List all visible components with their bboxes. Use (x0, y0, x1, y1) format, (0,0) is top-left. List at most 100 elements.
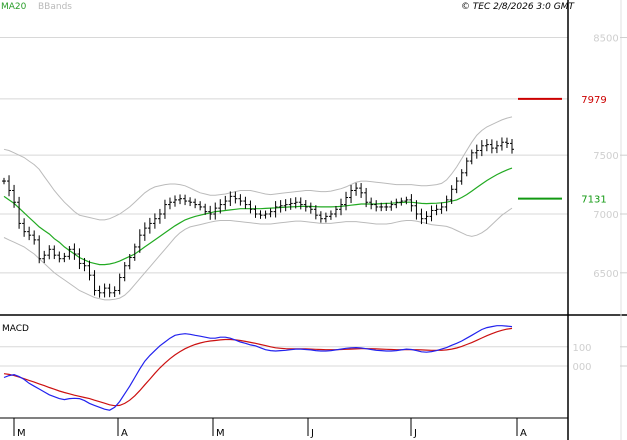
price-bar (253, 205, 258, 218)
price-bar (389, 200, 394, 211)
price-bar (338, 198, 343, 216)
price-bar (499, 137, 504, 151)
price-bar (313, 205, 318, 220)
price-bar (152, 213, 157, 229)
price-bar (22, 218, 27, 237)
price-bar (162, 199, 167, 219)
price-bar (308, 202, 313, 214)
price-bar (374, 200, 379, 212)
price-bar (283, 199, 288, 212)
bb-upper-line (3, 116, 513, 221)
price-bar (298, 197, 303, 210)
price-bar (399, 197, 404, 206)
price-bar (142, 222, 147, 241)
y-tick-label: 6500 (593, 269, 618, 280)
price-bar (328, 210, 333, 220)
level-label: 7131 (581, 195, 606, 206)
macd-line (3, 325, 513, 411)
price-bar (203, 203, 208, 215)
price-bar (318, 211, 323, 223)
price-bar (57, 251, 62, 263)
price-bar (494, 140, 499, 154)
price-bar (464, 157, 469, 177)
price-bar (349, 184, 354, 204)
macd-tick-label: 000 (572, 362, 591, 373)
price-bar (208, 205, 213, 220)
price-bar (52, 245, 57, 260)
macd-tick-label: 100 (572, 343, 591, 354)
price-bar (137, 229, 142, 253)
price-bar (394, 198, 399, 209)
price-bar (288, 198, 293, 210)
level-label: 7979 (581, 95, 606, 106)
price-bar (278, 200, 283, 213)
price-bar (42, 250, 47, 264)
price-bar (474, 144, 479, 159)
price-bar (419, 208, 424, 225)
price-bar (72, 243, 77, 260)
price-bar (188, 197, 193, 207)
price-bar (384, 202, 389, 211)
macd-panel (3, 325, 513, 411)
price-bar (12, 184, 17, 208)
price-bar (359, 183, 364, 198)
price-bar (379, 202, 384, 212)
legend-bbands: BBands (38, 2, 72, 12)
bollinger-bands (3, 116, 513, 301)
price-bar (454, 177, 459, 194)
price-bar (424, 211, 429, 224)
price-bar (183, 194, 188, 206)
y-tick-label: 7500 (593, 151, 618, 162)
ma20-path (3, 167, 513, 266)
macd-label: MACD (2, 324, 29, 334)
price-bar (147, 217, 152, 234)
price-bar (218, 199, 223, 214)
price-bar (510, 139, 514, 154)
price-bar (414, 200, 419, 220)
price-bar (404, 196, 409, 205)
price-grid (0, 37, 568, 367)
price-bar (27, 226, 32, 241)
price-bar (469, 149, 474, 165)
price-bar (193, 198, 198, 209)
price-bar (489, 139, 494, 154)
price-bar (233, 191, 238, 204)
price-bar (364, 187, 369, 208)
price-bar (77, 248, 82, 270)
price-bar (37, 235, 42, 264)
price-bar (87, 260, 92, 281)
price-bar (228, 191, 233, 206)
price-bar (7, 175, 12, 197)
price-bar (258, 210, 263, 219)
price-bar (323, 212, 328, 223)
x-tick-label: M (17, 428, 26, 439)
price-bar (369, 197, 374, 210)
price-bar (479, 140, 484, 157)
price-bar (127, 254, 132, 270)
price-bar (157, 208, 162, 224)
bb-lower-line (3, 207, 513, 301)
price-bar (293, 197, 298, 209)
price-bar (213, 202, 218, 220)
price-bar (459, 169, 464, 185)
price-bar (449, 185, 454, 204)
price-bar (167, 197, 172, 210)
ma20-line (3, 167, 513, 266)
x-tick-label: A (520, 428, 527, 439)
price-bar (344, 191, 349, 211)
price-bar (248, 200, 253, 214)
x-tick-label: A (121, 428, 128, 439)
price-bar (132, 243, 137, 261)
price-levels: 7979 7131 (518, 95, 607, 206)
price-bar (112, 286, 117, 297)
price-bar (67, 246, 72, 260)
price-bar (354, 182, 359, 196)
price-bar (429, 205, 434, 222)
price-bar (122, 262, 127, 282)
price-bar (504, 137, 509, 148)
y-tick-label: 7000 (593, 210, 618, 221)
price-bar (107, 283, 112, 298)
price-bar (444, 195, 449, 212)
price-bar (62, 252, 67, 263)
